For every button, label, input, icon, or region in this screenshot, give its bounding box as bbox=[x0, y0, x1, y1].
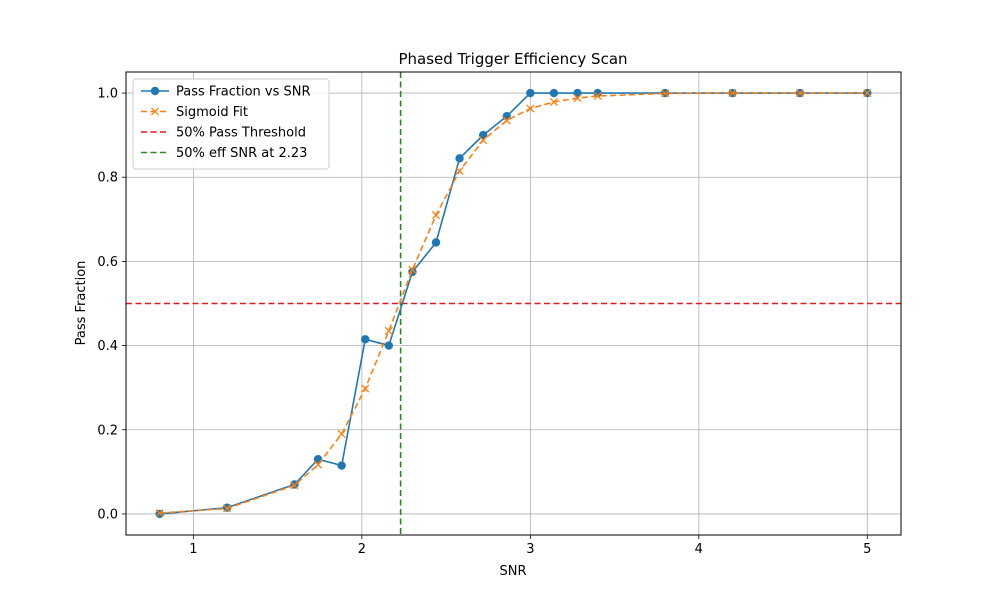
sigmoid-fit-point bbox=[361, 384, 370, 393]
sigmoid-fit-point bbox=[408, 265, 417, 274]
sigmoid-fit-point bbox=[455, 166, 464, 175]
y-tick-label: 0.0 bbox=[97, 507, 118, 522]
legend-label: Pass Fraction vs SNR bbox=[176, 85, 311, 100]
y-tick-label: 0.4 bbox=[97, 339, 118, 354]
x-tick-label: 4 bbox=[695, 542, 703, 557]
legend-label: 50% Pass Threshold bbox=[176, 126, 306, 141]
legend-entry: Pass Fraction vs SNR bbox=[141, 85, 311, 100]
legend-entry: 50% Pass Threshold bbox=[141, 126, 306, 141]
sigmoid-fit-point bbox=[223, 504, 232, 513]
grid bbox=[126, 72, 901, 535]
sigmoid-fit-point bbox=[549, 97, 558, 106]
x-tick-label: 1 bbox=[189, 542, 197, 557]
legend-swatch-marker bbox=[150, 86, 160, 96]
y-tick-label: 0.8 bbox=[97, 171, 118, 186]
sigmoid-fit-point bbox=[155, 509, 164, 518]
y-tick-label: 0.6 bbox=[97, 255, 118, 270]
reference-lines bbox=[126, 72, 901, 535]
legend: Pass Fraction vs SNR Sigmoid Fit 50% Pass … bbox=[132, 78, 330, 170]
x-tick-label: 2 bbox=[358, 542, 366, 557]
sigmoid-fit-point bbox=[431, 211, 441, 220]
sigmoid-fit-point bbox=[593, 91, 602, 101]
pass-fraction-point bbox=[549, 88, 559, 98]
sigmoid-fit-point bbox=[479, 136, 488, 145]
legend-label: Sigmoid Fit bbox=[176, 105, 248, 120]
y-tick-label: 1.0 bbox=[97, 87, 118, 102]
sigmoid-fit-point bbox=[728, 88, 737, 98]
sigmoid-fit-point bbox=[863, 88, 872, 98]
chart-title: Phased Trigger Efficiency Scan bbox=[398, 50, 627, 68]
pass-fraction-point bbox=[526, 88, 535, 98]
sigmoid-fit-point bbox=[502, 116, 511, 125]
y-tick-label: 0.2 bbox=[97, 423, 118, 438]
sigmoid-fit-point bbox=[314, 460, 323, 469]
legend-swatch-marker bbox=[150, 107, 160, 116]
pass-fraction-point bbox=[361, 335, 370, 344]
legend-entry: 50% eff SNR at 2.23 bbox=[141, 146, 307, 161]
sigmoid-fit-point bbox=[384, 326, 393, 335]
legend-entry: Sigmoid Fit bbox=[141, 105, 248, 120]
sigmoid-fit-series bbox=[155, 88, 872, 518]
legend-label: 50% eff SNR at 2.23 bbox=[176, 146, 307, 161]
pass-fraction-point bbox=[337, 461, 346, 470]
sigmoid-fit-point bbox=[337, 429, 346, 439]
sigmoid-fit-line bbox=[159, 92, 868, 514]
pass-fraction-point bbox=[431, 238, 441, 247]
x-axis-label: SNR bbox=[499, 564, 526, 579]
x-tick-label: 3 bbox=[526, 542, 534, 557]
series-layer bbox=[155, 88, 872, 519]
plot-frame bbox=[125, 71, 902, 536]
legend-box bbox=[132, 78, 330, 170]
sigmoid-fit-point bbox=[661, 89, 670, 98]
sigmoid-fit-point bbox=[795, 88, 804, 98]
pass-fraction-point bbox=[384, 341, 394, 350]
sigmoid-fit-point bbox=[526, 104, 535, 113]
ticks: 1 2 3 4 5 0.0 0.2 0.4 0.6 0.8 1.0 bbox=[97, 87, 871, 557]
sigmoid-fit-point bbox=[573, 94, 582, 103]
sigmoid-fit-point bbox=[290, 481, 299, 490]
x-tick-label: 5 bbox=[863, 542, 871, 557]
pass-fraction-point bbox=[593, 88, 602, 98]
pass-fraction-point bbox=[455, 154, 464, 163]
y-axis-label: Pass Fraction bbox=[74, 261, 89, 346]
